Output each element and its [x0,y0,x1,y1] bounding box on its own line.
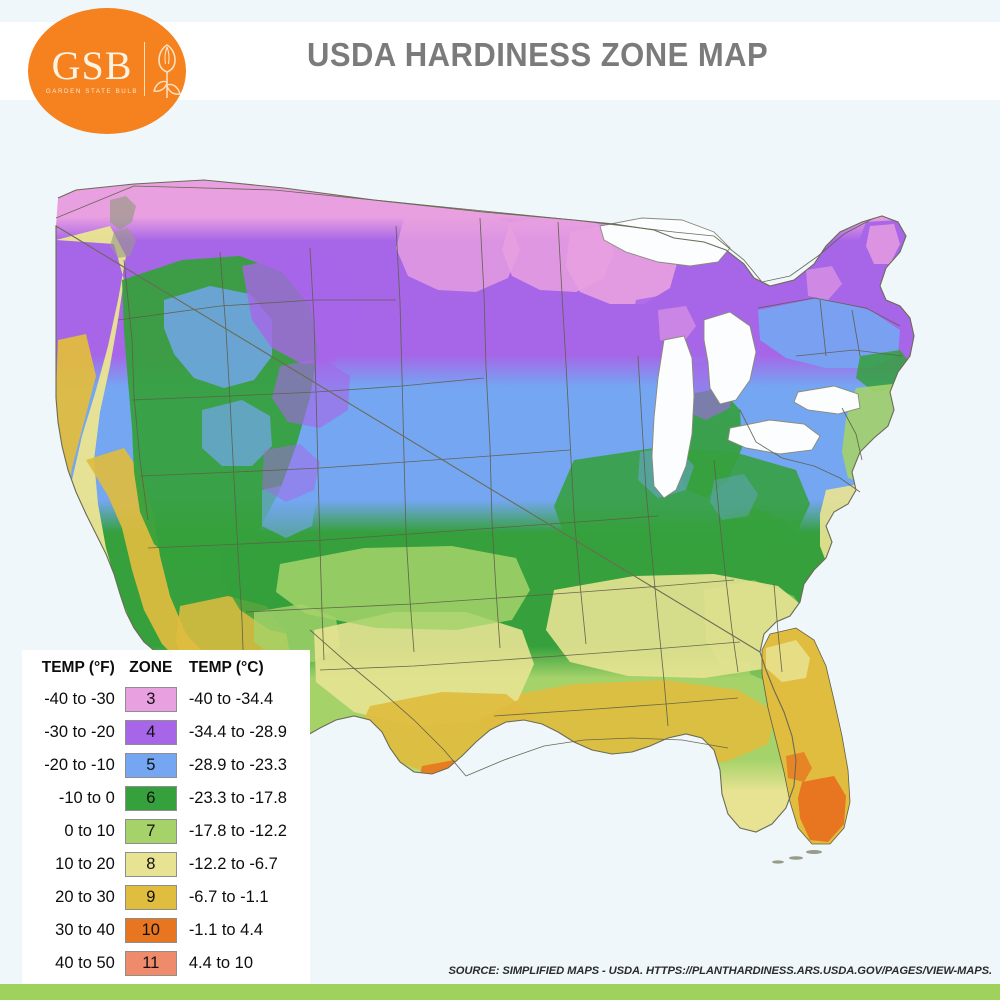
logo-initials: GSB [51,43,133,88]
zone-bands [56,180,914,832]
zone-swatch: 5 [124,753,177,778]
zone-swatch: 3 [124,687,177,712]
legend-temp-f: 0 to 10 [64,822,115,840]
legend-temp-c: 4.4 to 10 [188,954,254,972]
legend-body: -40 to -30 3 -40 to -34.4 -30 to -20 4 -34.4 … [32,683,300,980]
zone-swatch: 7 [124,819,177,844]
footer-accent-bar [0,984,1000,1000]
puget-sound [110,196,136,258]
tulip-icon [153,44,181,98]
zone-swatch: 4 [124,720,177,745]
legend-row: 20 to 30 9 -6.7 to -1.1 [32,881,300,914]
usda-hardiness-map [14,160,986,970]
legend-row: -30 to -20 4 -34.4 to -28.9 [32,716,300,749]
legend-temp-c: -12.2 to -6.7 [188,855,278,873]
legend-temp-f: 30 to 40 [55,921,115,939]
source-credit: SOURCE: SIMPLIFIED MAPS - USDA. HTTPS://… [448,965,992,977]
legend-zone-cell: 4 [122,716,180,749]
legend-temp-c: -23.3 to -17.8 [188,789,287,807]
legend-zone-cell: 11 [122,947,180,980]
legend-temp-f: 20 to 30 [55,888,115,906]
gsb-logo: GSB GARDEN STATE BULB [28,8,186,134]
legend-row: 0 to 10 7 -17.8 to -12.2 [32,815,300,848]
great-lakes [599,217,861,499]
legend-temp-f: 40 to 50 [55,954,115,972]
legend-header-fahrenheit: TEMP (°F) [41,659,115,676]
legend-temp-c: -17.8 to -12.2 [188,822,287,840]
legend-zone-cell: 8 [122,848,180,881]
legend-temp-f: -40 to -30 [44,690,115,708]
legend-header-celsius: TEMP (°C) [188,659,264,676]
zone-swatch: 9 [124,885,177,910]
legend-zone-cell: 6 [122,782,180,815]
coastline [55,179,915,833]
legend-zone-cell: 5 [122,749,180,782]
legend-temp-c: -40 to -34.4 [188,690,274,708]
legend-temp-f: -30 to -20 [44,723,115,741]
logo-divider [144,42,145,96]
zone-swatch: 11 [124,951,177,976]
legend-header-row: TEMP (°F) ZONE TEMP (°C) [32,658,300,683]
legend-temp-c: -28.9 to -23.3 [188,756,287,774]
zone-swatch: 10 [124,918,177,943]
legend-temp-c: -6.7 to -1.1 [188,888,269,906]
logo-tagline: GARDEN STATE BULB [45,88,139,95]
legend-zone-cell: 10 [122,914,180,947]
legend-zone-cell: 7 [122,815,180,848]
legend-table: TEMP (°F) ZONE TEMP (°C) -40 to -30 3 -40 … [32,658,300,980]
legend-temp-c: -34.4 to -28.9 [188,723,287,741]
legend-row: 40 to 50 11 4.4 to 10 [32,947,300,980]
legend-temp-f: 10 to 20 [55,855,115,873]
page-title: USDA HARDINESS ZONE MAP [306,36,769,73]
logo-inner: GSB GARDEN STATE BULB [28,8,186,134]
legend-panel: TEMP (°F) ZONE TEMP (°C) -40 to -30 3 -40 … [22,650,310,984]
legend-row: 10 to 20 8 -12.2 to -6.7 [32,848,300,881]
zone-swatch: 6 [124,786,177,811]
legend-header-zone: ZONE [129,659,173,676]
legend-zone-cell: 9 [122,881,180,914]
legend-row: -20 to -10 5 -28.9 to -23.3 [32,749,300,782]
state-borders [55,185,903,777]
map-svg [55,179,915,864]
florida-region [761,627,851,845]
florida-keys [772,850,822,864]
legend-zone-cell: 3 [122,683,180,716]
legend-temp-c: -1.1 to 4.4 [188,921,264,939]
legend-temp-f: -10 to 0 [58,789,115,807]
zone-swatch: 8 [124,852,177,877]
legend-row: -40 to -30 3 -40 to -34.4 [32,683,300,716]
legend-row: -10 to 0 6 -23.3 to -17.8 [32,782,300,815]
legend-temp-f: -20 to -10 [44,756,115,774]
legend-row: 30 to 40 10 -1.1 to 4.4 [32,914,300,947]
